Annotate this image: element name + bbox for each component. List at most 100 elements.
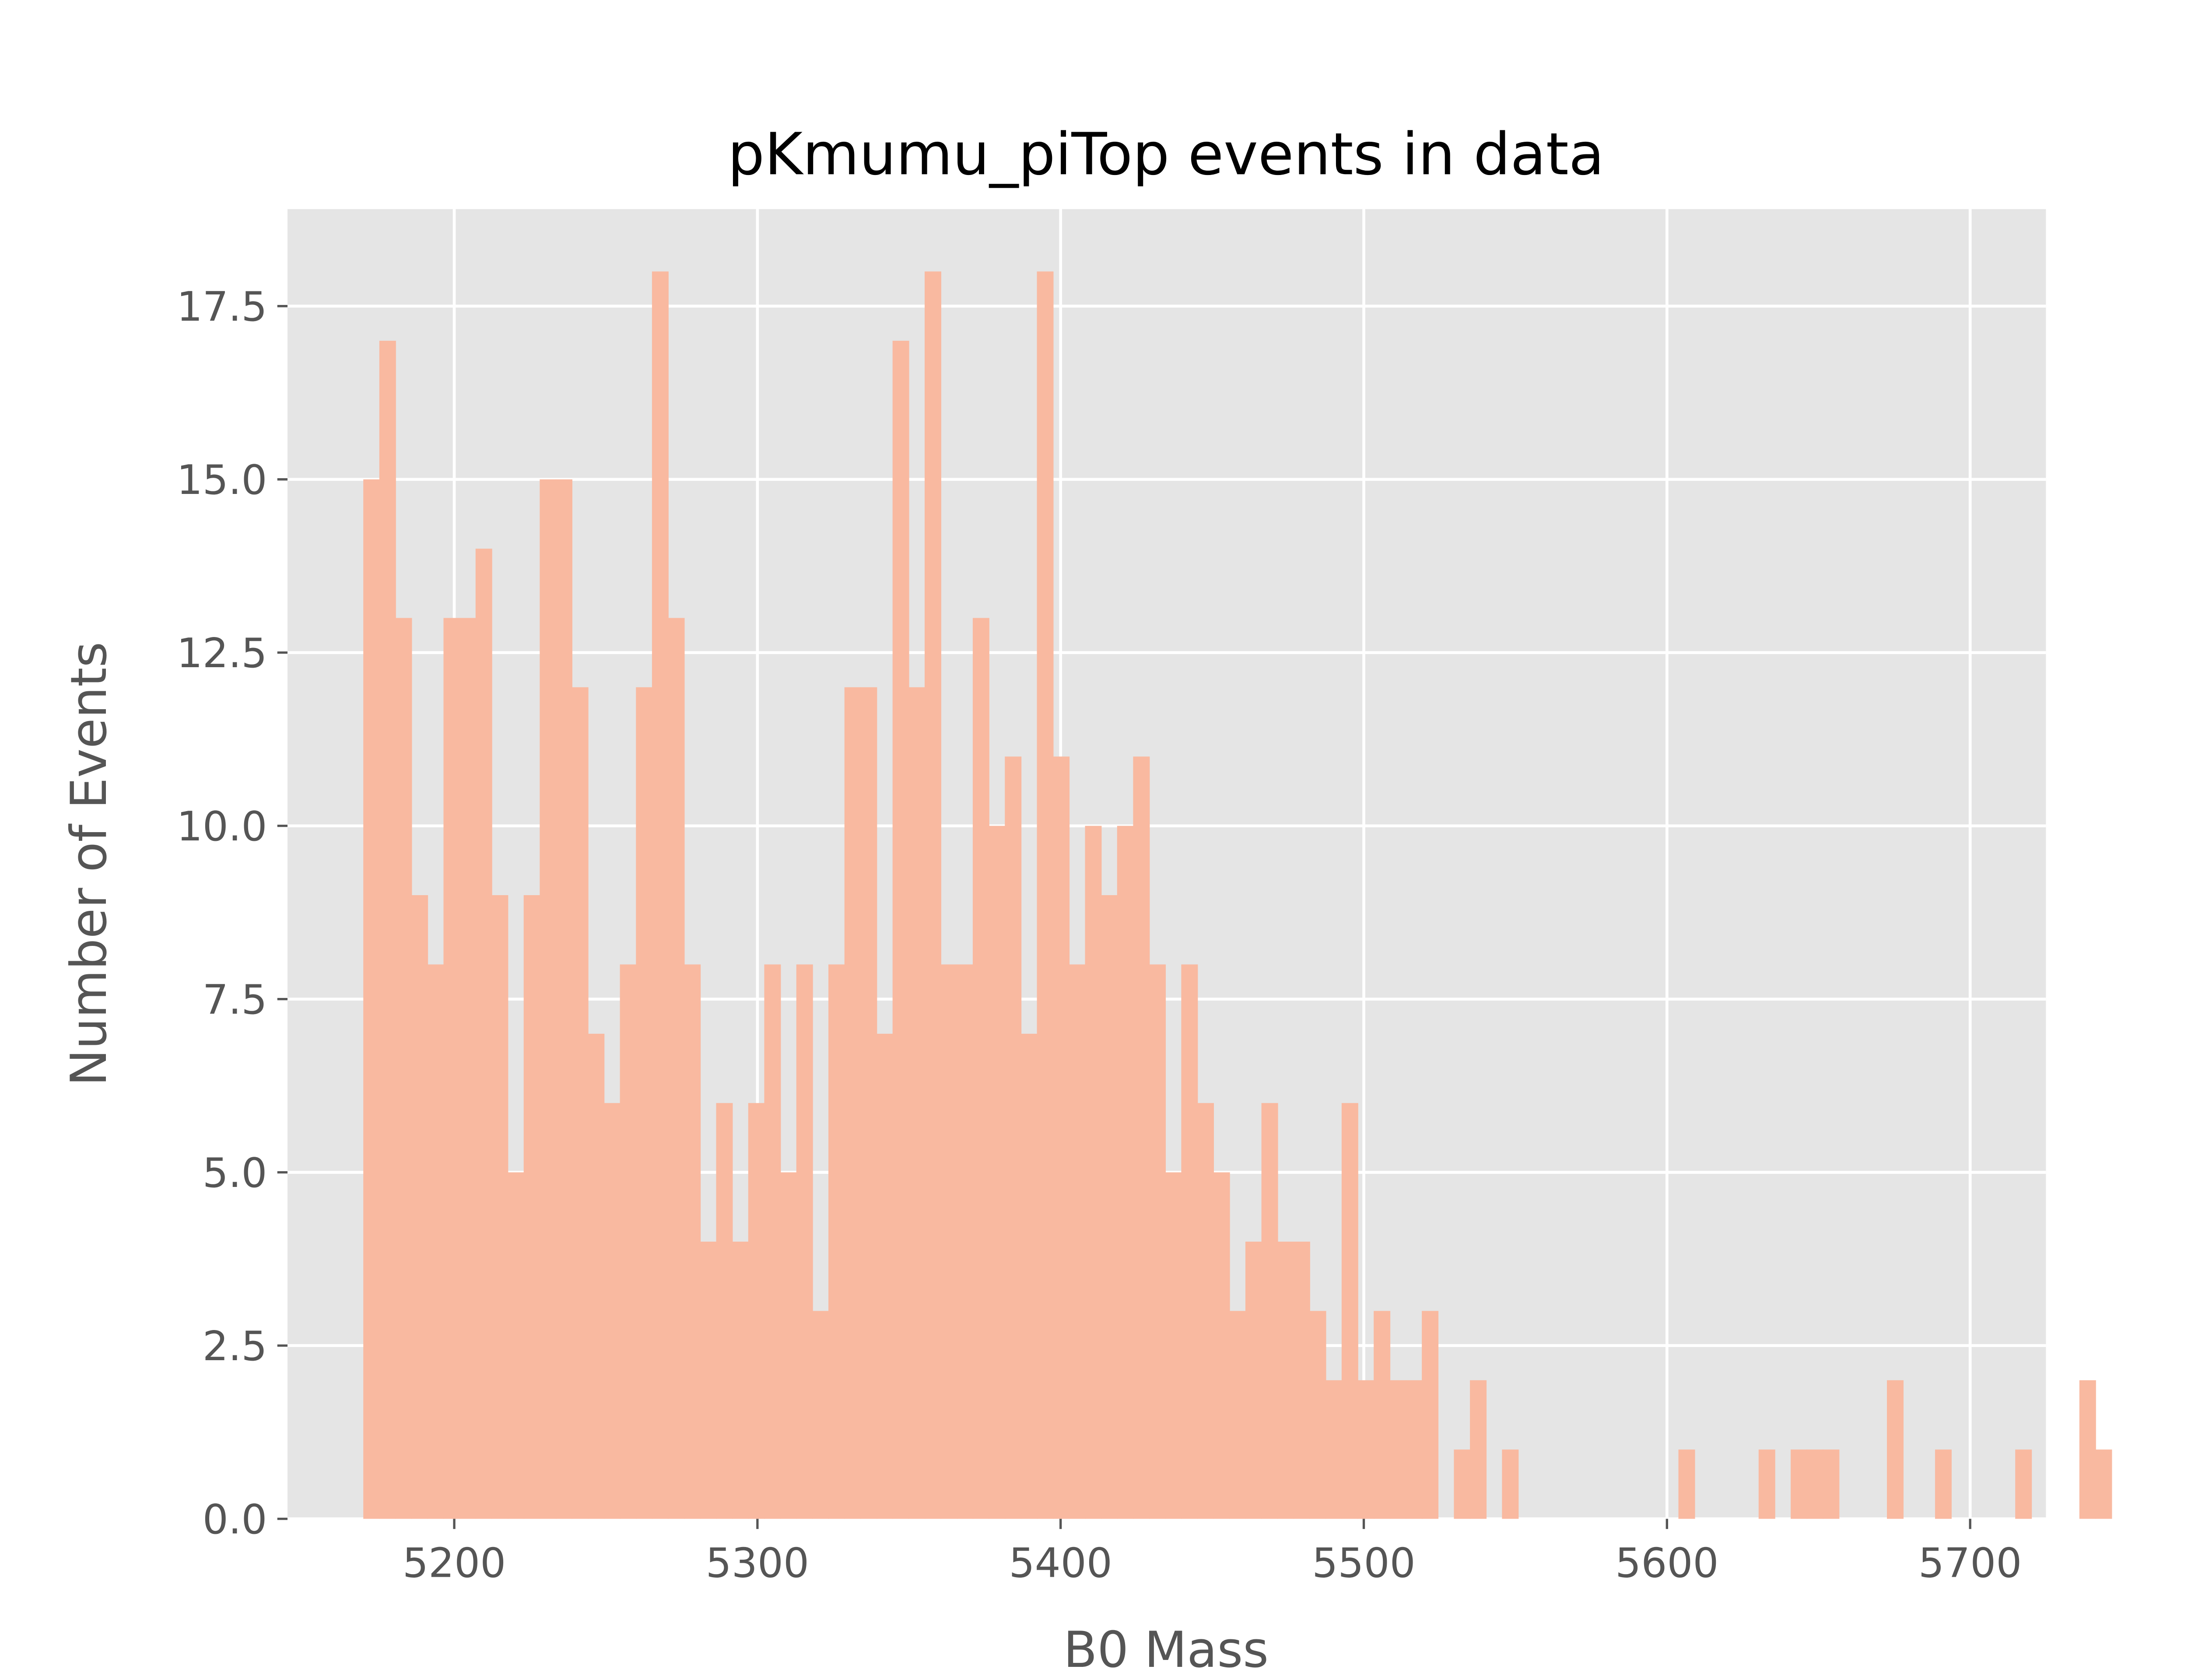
histogram-bar xyxy=(668,618,685,1519)
histogram-bar xyxy=(1213,1172,1230,1519)
histogram-bar xyxy=(1935,1449,1952,1519)
histogram-bar xyxy=(508,1172,525,1519)
histogram-bar xyxy=(620,964,637,1519)
histogram-bar xyxy=(379,340,396,1519)
y-axis-label: Number of Events xyxy=(60,642,118,1086)
histogram-bar xyxy=(411,895,428,1519)
histogram-bar xyxy=(877,1033,893,1519)
histogram-bar xyxy=(1389,1380,1406,1519)
histogram-bar xyxy=(1374,1311,1391,1519)
histogram-bar xyxy=(652,271,669,1519)
histogram-bars xyxy=(363,271,2112,1519)
y-tick-label: 17.5 xyxy=(177,283,267,330)
histogram-bar xyxy=(972,618,989,1519)
histogram-bar xyxy=(1293,1242,1310,1519)
x-tick-label: 5500 xyxy=(1312,1539,1415,1586)
y-tick-label: 10.0 xyxy=(177,803,267,850)
histogram-bar xyxy=(780,1172,797,1519)
histogram-bar xyxy=(989,826,1006,1519)
histogram-bar xyxy=(1325,1380,1343,1519)
x-tick-label: 5700 xyxy=(1918,1539,2022,1586)
histogram-bar xyxy=(459,618,477,1519)
histogram-bar xyxy=(828,964,845,1519)
histogram-bar xyxy=(796,964,813,1519)
histogram-bar xyxy=(1229,1311,1246,1519)
y-axis-ticks: 0.0 2.5 5.0 7.5 10.0 12.5 15.0 17.5 xyxy=(177,283,288,1543)
y-tick-label: 7.5 xyxy=(203,976,267,1023)
histogram-bar xyxy=(1422,1311,1439,1519)
x-tick-label: 5400 xyxy=(1009,1539,1112,1586)
histogram-bar xyxy=(908,687,926,1519)
histogram-bar xyxy=(764,964,781,1519)
histogram-bar xyxy=(491,895,508,1519)
histogram-bar xyxy=(427,964,444,1519)
histogram-bar xyxy=(1165,1172,1182,1519)
histogram-bar xyxy=(475,549,492,1519)
y-tick-label: 2.5 xyxy=(203,1323,267,1370)
histogram-bar xyxy=(748,1103,765,1519)
histogram-bar xyxy=(556,479,572,1519)
histogram-bar xyxy=(1357,1380,1375,1519)
x-tick-label: 5600 xyxy=(1615,1539,1718,1586)
histogram-bar xyxy=(363,479,380,1519)
histogram-bar xyxy=(732,1242,749,1519)
histogram-bar xyxy=(603,1103,621,1519)
histogram-bar xyxy=(1678,1449,1695,1519)
chart-title: pKmumu_piTop events in data xyxy=(728,121,1604,188)
histogram-bar xyxy=(684,964,701,1519)
histogram-bar xyxy=(1053,756,1070,1519)
histogram-bar xyxy=(1823,1449,1840,1519)
histogram-bar xyxy=(588,1033,605,1519)
histogram-bar xyxy=(1133,756,1150,1519)
histogram-bar xyxy=(1037,271,1054,1519)
y-tick-label: 15.0 xyxy=(177,456,267,504)
histogram-bar xyxy=(2079,1380,2096,1519)
histogram-bar xyxy=(1197,1103,1214,1519)
histogram-bar xyxy=(2095,1449,2112,1519)
histogram-bar xyxy=(940,964,957,1519)
histogram-bar xyxy=(700,1242,717,1519)
x-tick-label: 5300 xyxy=(706,1539,809,1586)
histogram-bar xyxy=(1758,1449,1775,1519)
y-tick-label: 5.0 xyxy=(203,1149,267,1197)
histogram-bar xyxy=(2015,1449,2032,1519)
histogram-bar xyxy=(860,687,877,1519)
histogram-bar xyxy=(1245,1242,1262,1519)
histogram-bar xyxy=(1020,1033,1038,1519)
histogram-bar xyxy=(1117,826,1134,1519)
histogram-bar xyxy=(540,479,557,1519)
histogram-bar xyxy=(716,1103,733,1519)
histogram-bar xyxy=(636,687,653,1519)
histogram-bar xyxy=(924,271,941,1519)
histogram-bar xyxy=(1309,1311,1326,1519)
histogram-bar xyxy=(812,1311,829,1519)
x-axis-ticks: 5200 5300 5400 5500 5600 5700 xyxy=(403,1519,2022,1586)
histogram-bar xyxy=(1277,1242,1294,1519)
histogram-bar xyxy=(1261,1103,1278,1519)
histogram-bar xyxy=(892,340,909,1519)
histogram-bar xyxy=(1791,1449,1808,1519)
histogram-bar xyxy=(395,618,412,1519)
x-tick-label: 5200 xyxy=(403,1539,506,1586)
y-tick-label: 0.0 xyxy=(203,1496,267,1543)
histogram-bar xyxy=(1406,1380,1423,1519)
histogram-bar xyxy=(1454,1449,1471,1519)
histogram-bar xyxy=(1181,964,1198,1519)
histogram-bar xyxy=(1085,826,1102,1519)
histogram-bar xyxy=(1806,1449,1823,1519)
histogram-bar xyxy=(1341,1103,1358,1519)
histogram-bar xyxy=(443,618,460,1519)
histogram-bar xyxy=(844,687,861,1519)
histogram-bar xyxy=(1005,756,1022,1519)
histogram-bar xyxy=(1069,964,1086,1519)
histogram-bar xyxy=(1101,895,1118,1519)
histogram-bar xyxy=(1470,1380,1487,1519)
y-tick-label: 12.5 xyxy=(177,630,267,677)
x-axis-label: B0 Mass xyxy=(1063,1621,1269,1679)
histogram-bar xyxy=(1886,1380,1904,1519)
histogram-bar xyxy=(523,895,540,1519)
histogram-bar xyxy=(1502,1449,1519,1519)
histogram-bar xyxy=(572,687,589,1519)
histogram-bar xyxy=(957,964,974,1519)
